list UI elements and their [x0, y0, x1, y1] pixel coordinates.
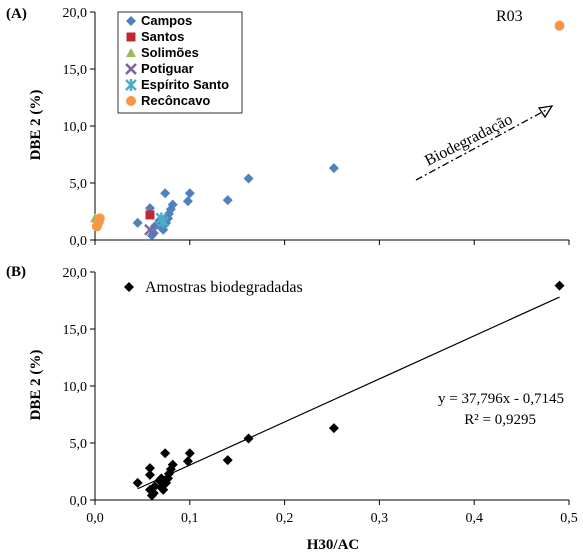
y-tick-label: 5,0 [70, 437, 88, 452]
y-tick-label: 15,0 [63, 323, 88, 338]
panel-b-y-axis-title: DBE 2 (%) [28, 350, 44, 421]
x-tick-label: 0,0 [86, 511, 104, 526]
y-tick-label: 10,0 [63, 120, 88, 135]
legend-label-campos: Campos [141, 13, 192, 28]
biodegradation-arrowhead [537, 105, 554, 119]
legend-marker-potiguar [125, 63, 137, 75]
point-amostras-biodegradadas [243, 433, 254, 444]
panel-b: (B) DBE 2 (%) H30/AC 0,05,010,015,020,00… [6, 264, 578, 553]
panel-a-annotations: R03 Biodegradação [415, 8, 554, 181]
legend-marker-espirito-santo [125, 79, 137, 91]
point-amostras-biodegradadas [148, 488, 159, 499]
trendline-equation: y = 37,796x - 0,7145 [438, 391, 564, 407]
legend-marker-santos [126, 32, 136, 42]
point-campos [222, 195, 233, 206]
point-espirito-santo [157, 215, 170, 228]
point-campos [167, 199, 178, 210]
panel-b-trendline [137, 296, 560, 490]
y-tick-label: 0,0 [70, 234, 88, 249]
y-tick-label: 20,0 [63, 266, 88, 281]
legend-label-biodegraded: Amostras biodegradadas [145, 279, 303, 296]
point-campos [132, 217, 143, 228]
y-tick-label: 5,0 [70, 177, 88, 192]
y-tick-label: 20,0 [63, 6, 88, 21]
point-amostras-biodegradadas [167, 459, 178, 470]
point-amostras-biodegradadas [144, 463, 155, 474]
point-amostras-biodegradadas [554, 280, 565, 291]
point-potiguar [144, 223, 156, 236]
x-tick-label: 0,3 [371, 511, 389, 526]
legend-marker-solimoes [126, 48, 136, 57]
panel-b-points [132, 280, 565, 501]
point-amostras-biodegradadas [182, 456, 193, 467]
panel-b-label: (B) [6, 264, 26, 280]
point-amostras-biodegradadas [328, 423, 339, 434]
panel-a: (A) DBE 2 (%) 0,0 5,0 10,0 15,0 20,0 R03 Bio… [6, 6, 570, 249]
trendline-r-squared: R² = 0,9295 [464, 412, 536, 428]
legend-label-solimoes: Solimões [141, 45, 199, 60]
panel-b-legend: Amostras biodegradadas [124, 279, 303, 296]
point-campos [243, 173, 254, 184]
y-tick-label: 0,0 [70, 494, 88, 509]
y-tick-label: 15,0 [63, 63, 88, 78]
panel-a-legend: Campos Santos Solimões Potiguar Espírito… [117, 11, 243, 114]
panel-a-y-axis-title: DBE 2 (%) [28, 90, 44, 161]
point-amostras-biodegradadas [184, 448, 195, 459]
x-tick-label: 0,1 [181, 511, 199, 526]
y-tick-label: 10,0 [63, 380, 88, 395]
panel-a-axes: 0,0 5,0 10,0 15,0 20,0 [63, 6, 570, 249]
point-santos [145, 210, 155, 220]
legend-label-espirito-santo: Espírito Santo [141, 77, 229, 92]
panel-a-points [90, 20, 565, 241]
point-campos [182, 196, 193, 207]
panel-a-label: (A) [6, 6, 27, 22]
biodegradation-arrow [415, 108, 549, 181]
legend-label-reconcavo: Recôncavo [141, 93, 210, 108]
x-tick-label: 0,4 [465, 511, 483, 526]
point-reconcavo [94, 213, 105, 224]
legend-label-santos: Santos [141, 29, 184, 44]
legend-label-potiguar: Potiguar [141, 61, 194, 76]
trendline [137, 296, 560, 490]
point-campos [160, 188, 171, 199]
legend-marker-reconcavo [126, 96, 136, 106]
point-campos [328, 163, 339, 174]
biodegradation-label: Biodegradação [422, 111, 515, 170]
point-amostras-biodegradadas [222, 455, 233, 466]
x-tick-label: 0,5 [560, 511, 578, 526]
point-reconcavo [554, 20, 565, 31]
point-amostras-biodegradadas [144, 469, 155, 480]
point-amostras-biodegradadas [149, 481, 160, 492]
x-tick-label: 0,2 [276, 511, 294, 526]
point-campos [184, 188, 195, 199]
panel-a-legend-box [117, 11, 243, 114]
r03-label: R03 [496, 8, 523, 25]
point-amostras-biodegradadas [132, 477, 143, 488]
panel-b-x-axis-title: H30/AC [307, 537, 360, 553]
panel-b-axes: 0,0 5,0 10,0 15,0 20,0 0,0 0,1 0,2 0,3 0,4 0,5 [63, 266, 578, 526]
point-amostras-biodegradadas [160, 448, 171, 459]
legend-marker-campos [126, 16, 136, 26]
legend-marker-biodegraded [124, 282, 134, 292]
